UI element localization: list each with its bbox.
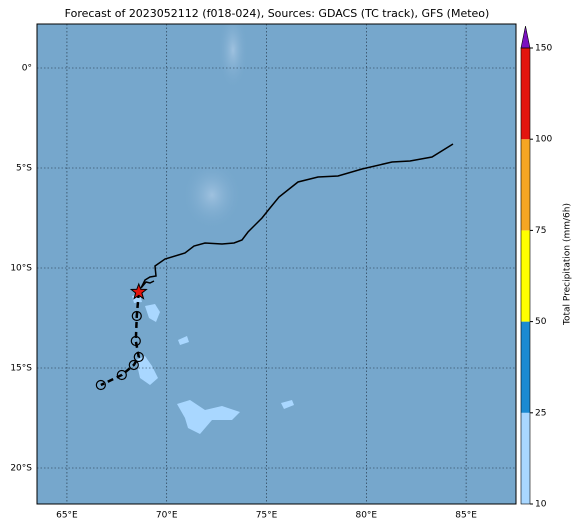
colorbar-segment	[521, 321, 530, 413]
colorbar-tick-label: 25	[535, 408, 546, 418]
map-area	[37, 24, 516, 504]
colorbar-tick-label: 100	[535, 135, 552, 145]
y-tick-label: 15°S	[10, 364, 32, 374]
track-line	[100, 291, 141, 387]
y-tick-label: 0°	[22, 64, 32, 74]
x-tick-label: 80°E	[355, 511, 377, 521]
colorbar-segment	[521, 48, 530, 140]
colorbar-frame	[520, 47, 531, 505]
colorbar-segment	[521, 412, 530, 504]
track-star	[129, 282, 148, 300]
colorbar-segment	[521, 139, 530, 231]
track-point	[133, 351, 144, 363]
cloud	[218, 24, 248, 90]
tc-track	[95, 282, 148, 391]
coast-line	[140, 143, 454, 289]
colorbar-tick-label: 150	[535, 44, 552, 54]
x-tick-label: 70°E	[156, 511, 178, 521]
y-tick-label: 10°S	[10, 264, 32, 274]
y-tick-label: 20°S	[10, 464, 32, 474]
colorbar-extend	[520, 25, 531, 49]
precip-area	[132, 294, 294, 434]
x-tick-label: 85°E	[455, 511, 477, 521]
map-frame	[36, 23, 517, 505]
y-tick-label: 5°S	[16, 164, 32, 174]
track-point	[131, 310, 142, 322]
colorbar-segment	[521, 230, 530, 322]
map-title: Forecast of 2023052112 (f018-024), Sourc…	[65, 7, 490, 20]
ocean	[37, 24, 516, 504]
track-point	[95, 379, 106, 391]
colorbar: 10 25 50 75 100 150	[520, 25, 552, 510]
colorbar-tick-label: 50	[535, 317, 547, 327]
track-point	[130, 335, 141, 347]
track-point	[116, 369, 127, 381]
cloud	[182, 160, 242, 230]
x-tick-label: 65°E	[56, 511, 78, 521]
colorbar-tick-label: 75	[535, 226, 546, 236]
colorbar-tick-label: 10	[535, 500, 547, 510]
colorbar-label: Total Precipitation (mm/6h)	[563, 203, 573, 326]
track-point	[128, 359, 139, 371]
x-tick-label: 75°E	[256, 511, 278, 521]
grid	[37, 24, 516, 504]
